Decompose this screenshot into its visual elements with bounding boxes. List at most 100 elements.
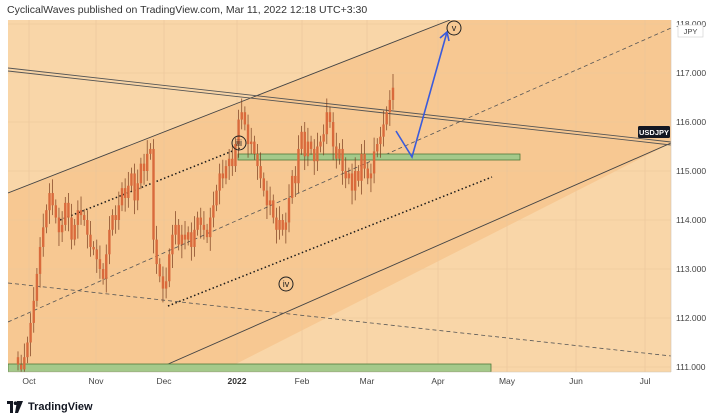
price-tick-label: 114.000 (676, 215, 706, 225)
inner-channel-midline (8, 27, 671, 323)
candle-body (388, 99, 392, 113)
long-term-resistance-line-b (8, 70, 671, 146)
candle-body (224, 166, 228, 179)
price-tick-label: 117.000 (676, 68, 706, 78)
candle-body (183, 234, 187, 240)
candle-body (35, 273, 39, 301)
candle-body (117, 205, 121, 220)
candle-body (360, 153, 363, 181)
candle-body (174, 224, 177, 235)
candle-body (92, 246, 95, 250)
candle-body (161, 276, 165, 289)
price-tick-label: 118.000 (676, 19, 706, 29)
time-tick-label: Nov (88, 376, 104, 386)
time-tick-label: 2022 (228, 376, 247, 386)
grid-lines (8, 20, 671, 372)
candle-body (350, 173, 354, 191)
last-price-tag (638, 126, 670, 138)
candle-body (89, 234, 92, 247)
candle-body (278, 220, 281, 230)
candlesticks (16, 73, 395, 372)
candle-body (376, 144, 379, 152)
candle-body (196, 217, 199, 230)
time-tick-label: Jun (569, 376, 583, 386)
candle-body (38, 246, 42, 274)
candle-body (262, 178, 265, 191)
candle-body (95, 249, 98, 260)
candle-body (369, 173, 373, 179)
candle-body (32, 300, 35, 323)
candle-body (243, 112, 247, 125)
candle-body (272, 200, 275, 218)
wave-label-iv: iv (283, 279, 290, 289)
candle-body (313, 148, 316, 162)
footer-brand: TradingView (28, 401, 93, 413)
candle-body (268, 200, 272, 206)
candle-body (363, 153, 366, 169)
candle-body (297, 148, 300, 184)
wave-label-iii: iii (236, 138, 242, 148)
tradingview-logo-icon (7, 401, 23, 413)
candle-body (101, 269, 105, 279)
time-tick-label: Mar (360, 376, 375, 386)
candle-body (120, 188, 124, 206)
time-tick-label: Feb (295, 376, 310, 386)
outer-channel-lower-line (149, 142, 671, 372)
candle-body (325, 112, 329, 135)
candle-body (319, 141, 322, 147)
currency-box (677, 24, 704, 38)
candle-body (142, 163, 146, 171)
candle-body (19, 364, 23, 370)
candle-body (335, 146, 338, 159)
candle-body (168, 254, 171, 282)
candle-body (23, 357, 26, 370)
candle-body (294, 175, 297, 184)
candle-body (123, 188, 127, 198)
support-zone[interactable] (8, 363, 492, 372)
candle-body (130, 173, 133, 186)
candle-body (70, 217, 73, 240)
candle-body (127, 185, 130, 198)
candle-body (284, 222, 288, 230)
trend-lines (8, 20, 671, 372)
candle-body (341, 148, 344, 171)
candle-body (164, 281, 168, 289)
candle-body (158, 264, 162, 277)
candle-body (344, 171, 347, 179)
wave-v-projection (395, 30, 450, 159)
lower-descending-dashed-line (8, 282, 671, 357)
candle-body (275, 217, 278, 230)
candle-body (199, 217, 202, 225)
time-tick-label: Apr (431, 376, 444, 386)
candle-body (76, 210, 80, 225)
time-axis[interactable]: Oct Nov Dec 2022 Feb Mar Apr May Jun Jul (22, 376, 650, 386)
candle-body (347, 173, 351, 179)
time-tick-label: Jul (640, 376, 651, 386)
candle-body (139, 163, 143, 184)
candle-body (309, 141, 313, 149)
candle-body (379, 136, 382, 145)
candle-body (67, 202, 70, 218)
candle-body (86, 220, 89, 235)
candle-body (227, 158, 231, 167)
candle-body (316, 146, 319, 162)
candle-body (328, 112, 332, 122)
candle-body (149, 148, 152, 154)
candle-body (171, 234, 174, 255)
candle-body (259, 166, 262, 179)
outer-channel-upper-line (8, 20, 451, 194)
resistance-zone[interactable] (237, 153, 521, 161)
price-tick-label: 115.000 (676, 166, 706, 176)
candle-body (205, 229, 209, 238)
candle-body (290, 175, 294, 198)
candle-body (60, 224, 64, 233)
candle-body (202, 224, 206, 230)
candle-body (51, 193, 54, 206)
candle-body (391, 87, 395, 100)
candle-body (16, 357, 20, 365)
currency-label: JPY (684, 27, 698, 36)
candle-body (249, 141, 253, 145)
price-axis[interactable]: 111.000 112.000 113.000 114.000 115.000 116.0… (676, 0, 706, 372)
candle-body (256, 153, 259, 167)
